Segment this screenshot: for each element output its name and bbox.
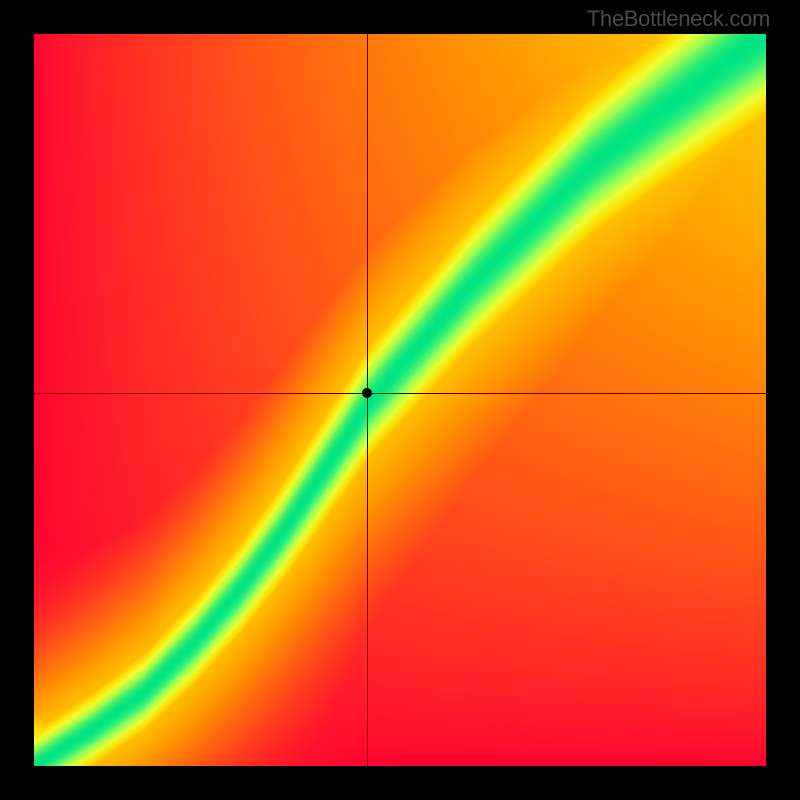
crosshair-marker-dot	[362, 388, 372, 398]
crosshair-horizontal	[34, 393, 766, 394]
watermark-text: TheBottleneck.com	[587, 6, 770, 32]
heatmap-canvas	[34, 34, 766, 766]
crosshair-vertical	[367, 34, 368, 766]
heatmap-plot	[34, 34, 766, 766]
